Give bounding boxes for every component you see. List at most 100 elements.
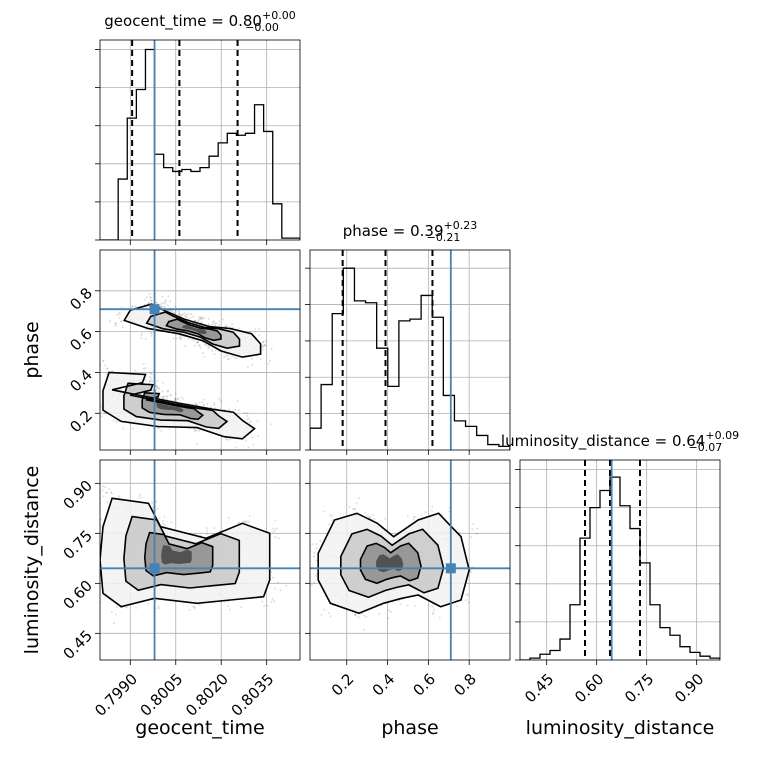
sample-point	[205, 532, 208, 535]
sample-point	[306, 578, 308, 580]
sample-point	[330, 515, 333, 518]
sample-point	[199, 347, 202, 350]
sample-point	[160, 304, 163, 307]
sample-point	[246, 418, 249, 421]
sample-point	[245, 520, 248, 523]
sample-point	[141, 332, 144, 335]
sample-point	[100, 526, 102, 529]
sample-point	[115, 420, 118, 423]
sample-point	[313, 552, 316, 555]
sample-point	[162, 397, 165, 400]
sample-point	[200, 401, 203, 404]
sample-point	[193, 344, 196, 347]
sample-point	[205, 344, 208, 347]
contour-line-0-1-1	[123, 382, 229, 430]
sample-point	[192, 315, 195, 318]
sample-point	[145, 296, 148, 299]
sample-point	[217, 324, 220, 327]
y-axis-label-luminosity_distance: luminosity_distance	[21, 466, 43, 655]
sample-point	[177, 312, 180, 315]
sample-point	[243, 412, 246, 415]
sample-point	[248, 520, 251, 523]
sample-point	[221, 318, 224, 321]
x-tick-label: 0.6	[410, 670, 440, 700]
sample-point	[193, 607, 196, 610]
sample-point	[198, 318, 201, 321]
sample-point	[149, 371, 152, 374]
grid-lines	[100, 40, 300, 240]
sample-point	[102, 360, 105, 363]
sample-point	[102, 359, 105, 362]
sample-point	[472, 523, 475, 526]
sample-point	[329, 513, 332, 516]
sample-point	[211, 349, 214, 352]
sample-point	[163, 305, 166, 308]
sample-point	[210, 406, 213, 409]
sample-point	[163, 515, 166, 518]
contour-line-0-1-2	[141, 391, 205, 421]
sample-point	[178, 313, 181, 316]
sample-point	[96, 521, 98, 523]
sample-point	[190, 313, 193, 316]
sample-point	[214, 349, 217, 352]
sample-point	[310, 583, 313, 586]
truth-marker	[149, 563, 160, 574]
sample-point	[319, 540, 322, 543]
histogram-luminosity_distance	[520, 476, 720, 660]
sample-point	[109, 320, 112, 323]
sample-point	[247, 446, 250, 449]
sample-point	[148, 292, 151, 295]
sample-point	[174, 397, 177, 400]
sample-point	[185, 316, 188, 319]
sample-point	[212, 322, 215, 325]
sample-point	[120, 306, 123, 309]
sample-point	[242, 521, 245, 524]
sample-point	[195, 403, 198, 406]
sample-point	[308, 557, 310, 559]
sample-point	[97, 369, 99, 371]
sample-point	[368, 515, 371, 518]
x-tick-label: 0.8	[450, 670, 480, 700]
sample-point	[271, 597, 274, 600]
sample-point	[144, 379, 147, 382]
sample-point	[117, 495, 120, 498]
sample-point	[274, 536, 277, 539]
sample-point	[305, 549, 307, 551]
sample-point	[150, 299, 153, 302]
sample-point	[372, 514, 375, 517]
panel-title-phase: phase = 0.39+0.23 −0.21	[343, 219, 478, 244]
sample-point	[218, 397, 221, 400]
sample-point	[264, 340, 267, 343]
hist-panel-luminosity_distance	[515, 459, 721, 665]
sample-point	[140, 337, 143, 340]
sample-point	[172, 337, 175, 340]
sample-point	[144, 367, 147, 370]
sample-point	[323, 608, 326, 611]
sample-point	[249, 420, 252, 423]
sample-point	[364, 511, 367, 514]
sample-point	[91, 594, 93, 596]
histogram-geocent_time	[100, 48, 300, 240]
sample-point	[148, 379, 151, 382]
sample-point	[179, 314, 182, 317]
sample-point	[315, 547, 318, 550]
sample-point	[150, 334, 153, 337]
panel-2d-geocent_time-phase	[95, 249, 301, 455]
y-tick-label: 0.45	[60, 627, 96, 663]
sample-point	[313, 555, 316, 558]
sample-point	[348, 505, 351, 508]
sample-point	[214, 322, 217, 325]
sample-point	[354, 613, 357, 616]
sample-point	[252, 443, 255, 446]
sample-point	[100, 518, 102, 521]
sample-point	[234, 408, 237, 411]
hist-panel-geocent_time	[95, 39, 301, 245]
sample-point	[155, 389, 158, 392]
sample-point	[238, 327, 241, 330]
sample-point	[214, 407, 217, 410]
sample-point	[233, 357, 236, 360]
sample-point	[267, 362, 270, 365]
sample-point	[263, 343, 266, 346]
sample-point	[100, 524, 102, 527]
sample-point	[177, 310, 180, 313]
